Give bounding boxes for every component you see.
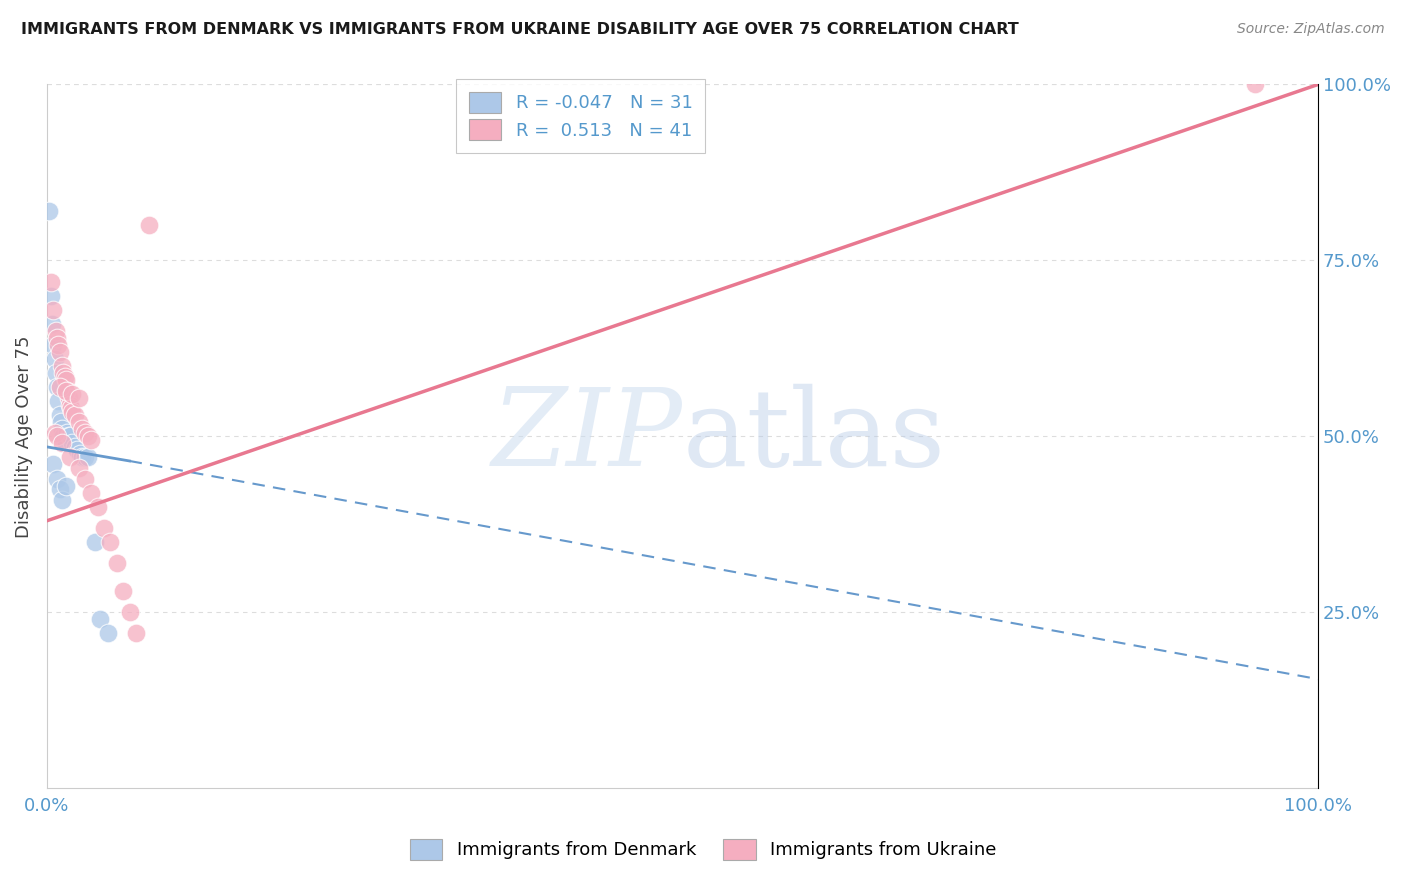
- Legend: Immigrants from Denmark, Immigrants from Ukraine: Immigrants from Denmark, Immigrants from…: [395, 824, 1011, 874]
- Point: [42, 338, 65, 352]
- Point: [39, 288, 62, 302]
- Point: [53, 369, 76, 384]
- Text: IMMIGRANTS FROM DENMARK VS IMMIGRANTS FROM UKRAINE DISABILITY AGE OVER 75 CORREL: IMMIGRANTS FROM DENMARK VS IMMIGRANTS FR…: [21, 22, 1019, 37]
- Point: [59, 450, 82, 465]
- Point: [51, 359, 73, 373]
- Point: [55, 478, 77, 492]
- Point: [48, 380, 70, 394]
- Point: [73, 425, 96, 440]
- Point: [60, 401, 83, 416]
- Point: [49, 415, 72, 429]
- Point: [73, 472, 96, 486]
- Point: [1243, 78, 1265, 92]
- Point: [73, 450, 96, 465]
- Point: [56, 425, 79, 440]
- Text: Source: ZipAtlas.com: Source: ZipAtlas.com: [1237, 22, 1385, 37]
- Point: [51, 422, 73, 436]
- Point: [66, 443, 89, 458]
- Point: [52, 429, 75, 443]
- Point: [44, 351, 66, 366]
- Point: [59, 429, 82, 443]
- Point: [67, 415, 90, 429]
- Point: [48, 344, 70, 359]
- Point: [46, 429, 69, 443]
- Point: [72, 422, 94, 436]
- Point: [46, 472, 69, 486]
- Point: [48, 408, 70, 422]
- Point: [52, 366, 75, 380]
- Point: [125, 626, 148, 640]
- Point: [60, 405, 83, 419]
- Point: [80, 485, 103, 500]
- Point: [46, 331, 69, 345]
- Point: [42, 302, 65, 317]
- Point: [105, 556, 128, 570]
- Point: [55, 384, 77, 398]
- Point: [84, 535, 107, 549]
- Point: [138, 218, 160, 232]
- Y-axis label: Disability Age Over 75: Disability Age Over 75: [15, 335, 32, 538]
- Point: [67, 391, 90, 405]
- Text: atlas: atlas: [682, 384, 945, 489]
- Point: [80, 433, 103, 447]
- Point: [39, 275, 62, 289]
- Point: [55, 436, 77, 450]
- Point: [76, 429, 98, 443]
- Point: [45, 324, 67, 338]
- Point: [63, 440, 86, 454]
- Point: [100, 535, 122, 549]
- Point: [72, 450, 94, 465]
- Point: [118, 605, 141, 619]
- Point: [60, 387, 83, 401]
- Point: [41, 317, 63, 331]
- Point: [76, 450, 98, 465]
- Point: [60, 436, 83, 450]
- Point: [58, 391, 80, 405]
- Point: [48, 482, 70, 496]
- Point: [55, 373, 77, 387]
- Point: [59, 398, 82, 412]
- Point: [97, 626, 120, 640]
- Point: [44, 425, 66, 440]
- Point: [46, 338, 69, 352]
- Point: [67, 461, 90, 475]
- Text: ZIP: ZIP: [492, 384, 682, 489]
- Point: [38, 204, 60, 219]
- Point: [45, 366, 67, 380]
- Point: [56, 384, 79, 398]
- Point: [51, 492, 73, 507]
- Point: [93, 521, 115, 535]
- Point: [89, 612, 111, 626]
- Legend: R = -0.047   N = 31, R =  0.513   N = 41: R = -0.047 N = 31, R = 0.513 N = 41: [457, 79, 706, 153]
- Point: [42, 458, 65, 472]
- Point: [87, 500, 110, 514]
- Point: [69, 447, 91, 461]
- Point: [58, 429, 80, 443]
- Point: [112, 584, 135, 599]
- Point: [46, 394, 69, 409]
- Point: [63, 408, 86, 422]
- Point: [46, 380, 69, 394]
- Point: [51, 436, 73, 450]
